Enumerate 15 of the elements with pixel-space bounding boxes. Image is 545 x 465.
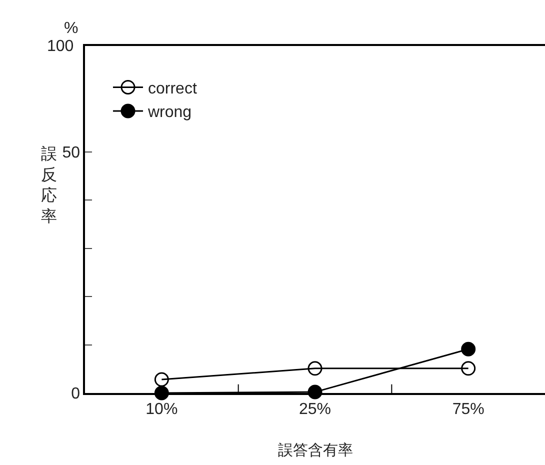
y-axis-title: 誤反応率 <box>41 145 57 226</box>
text: 100 <box>47 38 74 55</box>
x-tick-label: 25% <box>298 400 332 418</box>
y-tick-label: 0 <box>71 386 80 403</box>
point <box>461 342 476 356</box>
point <box>461 361 476 376</box>
x-tick-label: 75% <box>452 400 484 418</box>
x-axis-title: 誤答含有率 <box>278 442 353 459</box>
legend-label: correct <box>148 80 198 98</box>
x-tick-label: 10% <box>146 400 178 418</box>
point <box>308 361 322 376</box>
y-tick-label: 50 <box>62 144 80 162</box>
text: % <box>64 20 78 37</box>
legend-label: wrong <box>147 104 192 122</box>
point <box>154 372 169 387</box>
